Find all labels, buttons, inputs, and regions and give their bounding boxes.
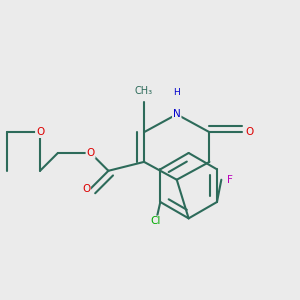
Text: H: H xyxy=(173,88,180,97)
Text: F: F xyxy=(227,175,233,185)
Text: Cl: Cl xyxy=(151,216,161,226)
Text: O: O xyxy=(82,184,90,194)
Text: O: O xyxy=(245,127,254,137)
Text: O: O xyxy=(86,148,95,158)
Text: CH₃: CH₃ xyxy=(135,85,153,96)
Text: O: O xyxy=(36,127,44,137)
Text: N: N xyxy=(173,109,181,119)
